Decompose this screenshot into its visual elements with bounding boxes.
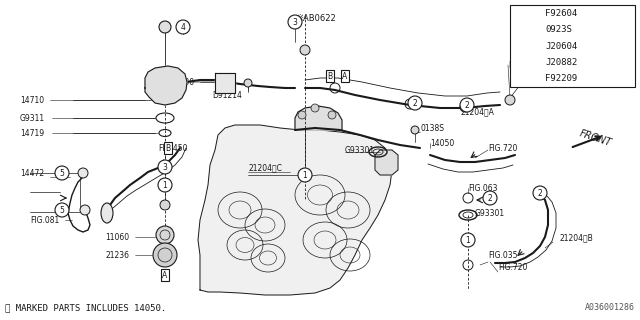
Circle shape [461,233,475,247]
Circle shape [460,98,474,112]
Circle shape [518,24,530,36]
Circle shape [55,203,69,217]
Circle shape [176,20,190,34]
Polygon shape [145,66,187,105]
Circle shape [80,205,90,215]
Circle shape [158,178,172,192]
Text: ※AB0622: ※AB0622 [296,13,336,22]
Text: F92604: F92604 [545,9,577,18]
Text: 14472: 14472 [20,169,44,178]
Polygon shape [215,73,235,93]
Text: 0923S: 0923S [545,25,572,34]
Text: 3: 3 [522,42,527,51]
Text: 22630: 22630 [170,77,194,86]
Text: 0138S: 0138S [420,124,444,132]
Text: 3: 3 [163,163,168,172]
Text: 3: 3 [292,18,298,27]
Text: FIG.450: FIG.450 [158,143,188,153]
Circle shape [288,15,302,29]
Text: FIG.063: FIG.063 [468,183,497,193]
Text: B: B [328,71,333,81]
Text: 14710: 14710 [20,95,44,105]
Text: 1: 1 [522,9,526,18]
Text: 21204＊B: 21204＊B [560,234,594,243]
Circle shape [55,166,69,180]
Text: 2: 2 [413,99,417,108]
Text: FIG.035: FIG.035 [488,252,518,260]
Text: FIG.720: FIG.720 [488,143,517,153]
Circle shape [153,243,177,267]
Circle shape [408,96,422,110]
Text: FIG.063: FIG.063 [508,60,538,69]
Circle shape [244,79,252,87]
Text: 1: 1 [303,171,307,180]
Circle shape [158,160,172,174]
Polygon shape [198,125,392,295]
Text: ※ MARKED PARTS INCLUDES 14050.: ※ MARKED PARTS INCLUDES 14050. [5,303,166,312]
Circle shape [159,21,171,33]
Text: A036001286: A036001286 [585,303,635,312]
Circle shape [311,104,319,112]
Text: G93301: G93301 [345,146,375,155]
Circle shape [328,111,336,119]
Text: FIG.720: FIG.720 [498,263,527,273]
Text: D91214: D91214 [212,91,242,100]
Text: 1: 1 [466,236,470,244]
Circle shape [300,45,310,55]
Circle shape [505,95,515,105]
Text: F92209: F92209 [545,74,577,83]
Polygon shape [295,106,342,130]
Text: B: B [165,143,171,153]
Text: 5: 5 [60,205,65,214]
Text: 4: 4 [522,58,527,67]
Circle shape [518,56,530,68]
Text: J20604: J20604 [545,42,577,51]
Ellipse shape [101,203,113,223]
Text: A: A [163,270,168,279]
Circle shape [411,126,419,134]
Text: G9311: G9311 [20,114,45,123]
Circle shape [483,191,497,205]
Circle shape [518,40,530,52]
Text: 5: 5 [522,74,527,83]
Text: FIG.081: FIG.081 [30,215,60,225]
Bar [510,5,635,87]
Circle shape [78,168,88,178]
Text: 14050: 14050 [430,139,454,148]
Circle shape [533,186,547,200]
Text: 1: 1 [163,180,168,189]
Text: 14719: 14719 [20,129,44,138]
Text: 5: 5 [60,169,65,178]
Circle shape [518,73,530,85]
Circle shape [160,200,170,210]
Circle shape [518,7,530,19]
Text: 2: 2 [465,100,469,109]
Circle shape [298,111,306,119]
Text: 2: 2 [538,188,542,197]
Text: A: A [342,71,348,81]
Text: 21236: 21236 [105,251,129,260]
Text: J20882: J20882 [545,58,577,67]
Polygon shape [375,150,398,175]
Text: 11060: 11060 [105,233,129,242]
Text: 21204＊A: 21204＊A [460,108,494,116]
Circle shape [156,226,174,244]
Circle shape [298,168,312,182]
Text: 2: 2 [488,194,492,203]
Text: 4: 4 [180,22,186,31]
Text: FRONT: FRONT [578,128,612,148]
Text: 2: 2 [522,25,526,34]
Text: 21204＊C: 21204＊C [248,164,282,172]
Text: G93301: G93301 [475,209,505,218]
